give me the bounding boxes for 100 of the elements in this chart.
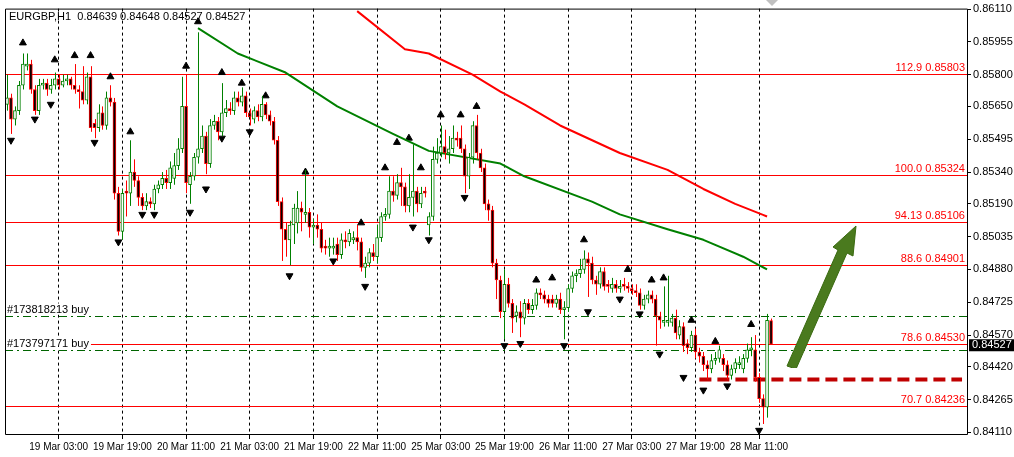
x-tick-label: 28 Mar 11:00 bbox=[729, 440, 789, 452]
candlestick bbox=[200, 124, 204, 154]
point bbox=[393, 137, 401, 145]
ref-line-label: 88.6 0.84901 bbox=[900, 252, 965, 265]
point bbox=[150, 211, 159, 219]
y-tick-label: 0.84570 bbox=[973, 328, 1013, 341]
point bbox=[659, 273, 668, 281]
point bbox=[580, 235, 588, 243]
point bbox=[182, 61, 191, 69]
point bbox=[261, 91, 270, 99]
y-tick-label: 0.85340 bbox=[973, 165, 1013, 178]
ref-line-label: #173797171 buy bbox=[7, 337, 90, 350]
candlestick bbox=[566, 283, 570, 313]
candlestick bbox=[411, 144, 415, 218]
candlestick bbox=[192, 152, 196, 182]
candlestick bbox=[403, 182, 407, 213]
candlestick bbox=[9, 93, 13, 135]
point bbox=[755, 427, 764, 435]
x-tick-label: 26 Mar 11:00 bbox=[538, 440, 598, 452]
point bbox=[460, 194, 469, 202]
point bbox=[699, 387, 708, 395]
point bbox=[615, 296, 624, 304]
x-tick-label: 25 Mar 03:00 bbox=[411, 440, 471, 452]
candlestick bbox=[419, 186, 423, 209]
candlestick bbox=[769, 318, 773, 345]
point bbox=[138, 211, 147, 219]
point bbox=[456, 110, 465, 118]
y-tick-label: 0.84110 bbox=[973, 425, 1012, 438]
x-tick-label: 27 Mar 03:00 bbox=[602, 440, 662, 452]
point bbox=[90, 139, 99, 147]
x-tick-label: 27 Mar 19:00 bbox=[665, 440, 726, 452]
point bbox=[50, 55, 59, 63]
point bbox=[186, 209, 194, 217]
ref-line-label: 112.9 0.85803 bbox=[895, 61, 965, 74]
point bbox=[106, 72, 115, 80]
point bbox=[114, 239, 123, 247]
candlestick bbox=[570, 271, 574, 294]
point bbox=[424, 237, 433, 245]
point bbox=[436, 110, 445, 118]
point bbox=[560, 343, 569, 351]
x-tick-label: 21 Mar 03:00 bbox=[220, 440, 280, 452]
candlestick bbox=[188, 171, 192, 205]
y-tick-label: 0.85495 bbox=[973, 132, 1013, 145]
point bbox=[7, 137, 15, 145]
point bbox=[329, 258, 338, 266]
ref-line-label: 100.0 0.85324 bbox=[894, 162, 965, 175]
x-tick-label: 19 Mar 19:00 bbox=[92, 440, 153, 452]
candlestick bbox=[415, 186, 419, 213]
candlestick bbox=[745, 343, 749, 364]
point bbox=[416, 163, 425, 171]
candlestick bbox=[172, 152, 176, 186]
point bbox=[357, 218, 366, 226]
y-tick-label: 0.86110 bbox=[973, 2, 1012, 15]
candlestick bbox=[446, 135, 451, 165]
candlestick bbox=[367, 247, 371, 268]
text: 0.84527 bbox=[972, 338, 1012, 351]
chart-title: EURGBP,H1 0.84639 0.84648 0.84527 0.84527 bbox=[9, 10, 246, 23]
candlestick bbox=[379, 211, 383, 243]
candlestick bbox=[665, 275, 670, 328]
point bbox=[285, 273, 294, 281]
y-tick-label: 0.84265 bbox=[973, 392, 1013, 405]
point bbox=[404, 133, 413, 141]
candlestick bbox=[442, 129, 447, 160]
y-tick-label: 0.85190 bbox=[973, 196, 1013, 209]
y-tick-label: 0.85035 bbox=[973, 229, 1013, 242]
candlestick bbox=[21, 52, 25, 90]
point bbox=[500, 343, 509, 351]
point bbox=[126, 127, 135, 135]
y-tick-label: 0.85650 bbox=[973, 99, 1013, 112]
y-tick-label: 0.85955 bbox=[973, 34, 1013, 47]
candlestick bbox=[582, 249, 586, 275]
point bbox=[201, 186, 210, 194]
candlestick bbox=[363, 256, 367, 279]
point bbox=[18, 38, 27, 46]
point bbox=[687, 315, 696, 323]
point bbox=[217, 68, 226, 76]
x-tick-label: 21 Mar 19:00 bbox=[283, 440, 344, 452]
point bbox=[86, 51, 95, 59]
y-tick-label: 0.84880 bbox=[973, 262, 1013, 275]
x-tick-label: 22 Mar 11:00 bbox=[347, 440, 407, 452]
candlestick bbox=[13, 105, 17, 126]
candlestick bbox=[5, 74, 9, 112]
candlestick bbox=[578, 258, 582, 279]
ref-line-label: 94.13 0.85106 bbox=[894, 209, 965, 222]
point bbox=[548, 273, 557, 281]
point bbox=[408, 224, 417, 232]
x-tick-label: 25 Mar 19:00 bbox=[474, 440, 535, 452]
point bbox=[584, 309, 592, 317]
point bbox=[381, 163, 389, 171]
point bbox=[647, 275, 656, 283]
point bbox=[532, 275, 541, 283]
point bbox=[723, 383, 732, 391]
point bbox=[516, 341, 525, 349]
candlestick bbox=[243, 91, 248, 118]
candlestick bbox=[594, 275, 598, 296]
point bbox=[472, 101, 481, 109]
y-tick-label: 0.84725 bbox=[973, 295, 1013, 308]
point bbox=[623, 264, 632, 272]
point bbox=[361, 283, 370, 291]
candlestick bbox=[749, 336, 753, 357]
